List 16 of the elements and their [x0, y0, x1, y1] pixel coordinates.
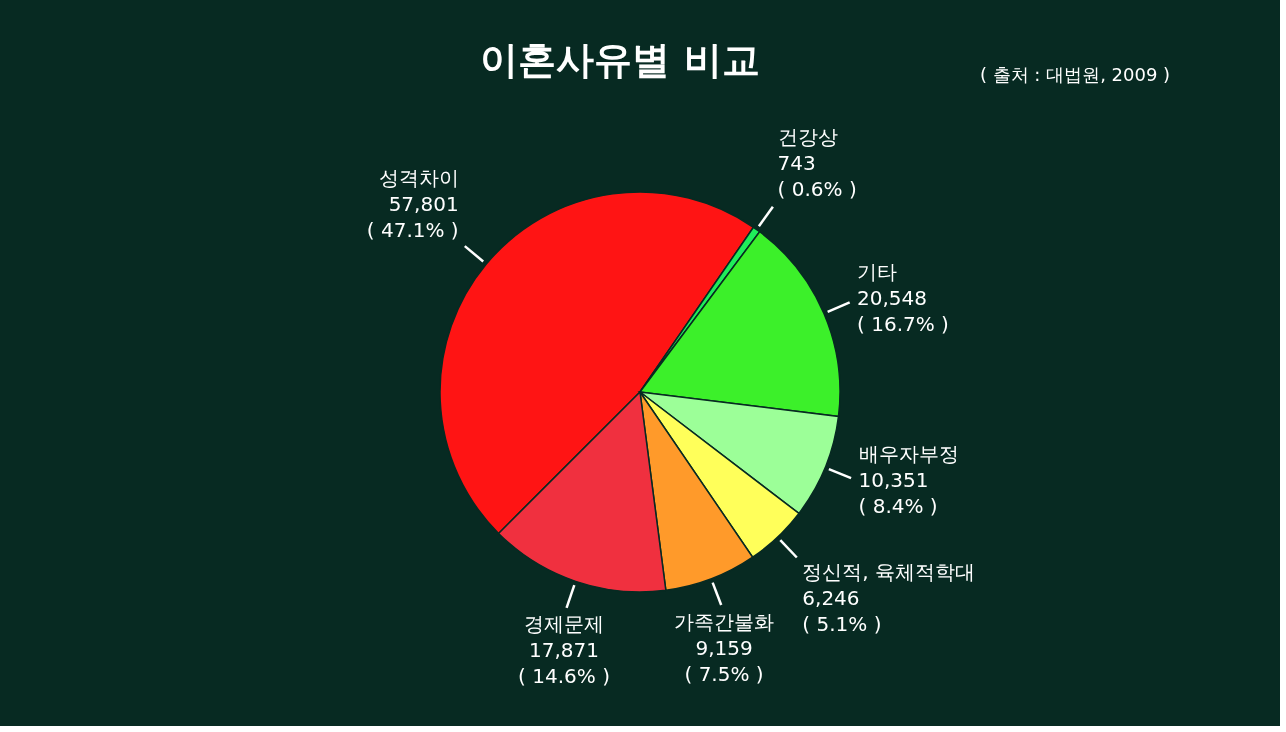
slice-label: 건강상 — [777, 125, 838, 150]
slice-label: 성격차이 — [378, 166, 459, 190]
data-label: 6,246 ( 5.1% ) — [802, 586, 882, 637]
chart-title: 이혼사유별 비교 — [480, 38, 760, 82]
data-label: 9,159 ( 7.5% ) — [684, 635, 764, 686]
data-label: 10,351 ( 8.4% ) — [858, 468, 938, 519]
data-label: 57,801 ( 47.1% ) — [366, 192, 459, 242]
data-label: 17,871 ( 14.6% ) — [518, 638, 610, 689]
data-label: 743 ( 0.6% ) — [777, 151, 857, 202]
data-label: 20,548 ( 16.7% ) — [857, 286, 949, 337]
text: ( 출처 : 대법원, 2009 ) — [979, 64, 1171, 85]
slice-label: 정신적, 육체적학대 — [802, 560, 976, 585]
slice-label: 가족간불화 — [674, 609, 775, 634]
slice-label: 배우자부정 — [858, 442, 959, 467]
slice-label: 기타 — [857, 260, 898, 285]
slice-label: 경제문제 — [523, 612, 604, 637]
